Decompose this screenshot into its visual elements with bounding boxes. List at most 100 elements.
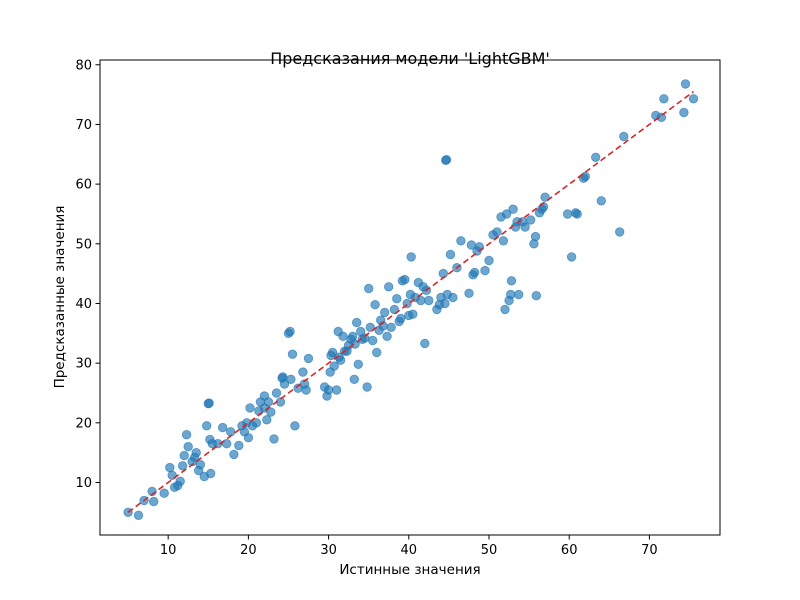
scatter-point — [531, 291, 542, 301]
x-tick-label: 10 — [160, 543, 177, 558]
scatter-point — [416, 295, 426, 306]
scatter-point — [285, 326, 295, 337]
scatter-point — [438, 268, 449, 279]
scatter-point — [441, 154, 452, 165]
scatter-point — [175, 476, 185, 487]
scatter-point — [364, 283, 374, 294]
scatter-point — [445, 249, 456, 260]
scatter-point — [484, 255, 494, 266]
scatter-point — [331, 385, 342, 395]
scatter-point — [392, 294, 402, 304]
y-axis-label: Предсказанные значения — [52, 206, 68, 389]
reference-line — [127, 90, 695, 513]
scatter-point — [440, 298, 450, 309]
scatter-point — [530, 231, 541, 242]
scatter-point — [133, 510, 144, 521]
scatter-point — [396, 313, 406, 324]
scatter-point — [243, 433, 254, 443]
y-tick-label: 30 — [75, 357, 92, 372]
scatter-point — [298, 367, 308, 377]
scatter-point — [245, 403, 255, 413]
x-axis-label: Истинные значения — [339, 562, 480, 578]
scatter-point — [338, 331, 348, 342]
scatter-point — [234, 440, 244, 451]
scatter-point — [514, 289, 524, 300]
scatter-point — [406, 252, 416, 262]
scatter-point — [251, 418, 262, 428]
scatter-point — [656, 112, 667, 123]
scatter-point — [335, 355, 346, 365]
points-layer — [123, 79, 699, 521]
scatter-point — [526, 215, 536, 225]
scatter-point — [323, 385, 334, 395]
scatter-point — [566, 252, 577, 262]
scatter-point — [225, 427, 236, 437]
scatter-point — [191, 448, 201, 458]
scatter-point — [229, 449, 239, 460]
scatter-point — [365, 322, 376, 333]
scatter-point — [349, 374, 360, 385]
scatter-point — [659, 94, 669, 104]
scatter-point — [506, 289, 516, 300]
scatter-point — [540, 192, 550, 202]
scatter-point — [148, 496, 159, 507]
scatter-point — [287, 349, 298, 359]
scatter-point — [520, 222, 530, 232]
scatter-point — [329, 361, 339, 371]
scatter-point — [263, 397, 274, 407]
scatter-point — [456, 236, 466, 246]
x-tick-label: 30 — [320, 543, 337, 558]
scatter-point — [279, 379, 290, 389]
scatter-point — [679, 107, 689, 118]
y-axis-ticks: 10 20 30 40 50 60 70 80 — [75, 58, 100, 491]
scatter-point — [271, 388, 282, 398]
scatter-point — [269, 434, 279, 444]
scatter-point — [408, 309, 418, 319]
scatter-point — [580, 171, 591, 182]
y-tick-label: 80 — [75, 58, 92, 73]
scatter-point — [572, 209, 582, 219]
scatter-point — [217, 422, 228, 433]
scatter-point — [181, 430, 192, 440]
scatter-point — [179, 450, 189, 461]
scatter-point — [266, 407, 276, 417]
y-tick-label: 70 — [75, 118, 92, 133]
x-tick-label: 60 — [561, 543, 578, 558]
scatter-point — [619, 131, 629, 142]
scatter-point — [327, 347, 338, 358]
scatter-point — [195, 459, 206, 470]
scatter-point — [221, 439, 232, 449]
scatter-point — [205, 468, 216, 479]
scatter-point — [500, 304, 510, 315]
scatter-point — [474, 242, 485, 252]
x-tick-label: 40 — [401, 543, 418, 558]
chart-title: Предсказания модели 'LightGBM' — [270, 49, 550, 68]
scatter-point — [480, 265, 490, 276]
scatter-point — [562, 209, 573, 219]
y-tick-label: 10 — [75, 476, 92, 491]
scatter-point — [615, 227, 625, 237]
scatter-point — [372, 347, 382, 358]
scatter-point — [591, 152, 601, 163]
scatter-point — [360, 333, 370, 343]
y-tick-label: 40 — [75, 297, 92, 312]
scatter-point — [177, 461, 188, 471]
scatter-point — [262, 415, 272, 425]
scatter-point — [380, 307, 390, 318]
scatter-point — [362, 382, 372, 392]
y-tick-label: 60 — [75, 178, 92, 193]
scatter-point — [688, 94, 699, 104]
scatter-point — [492, 227, 502, 237]
y-tick-label: 50 — [75, 237, 92, 252]
scatter-point — [201, 421, 212, 431]
scatter-point — [368, 335, 378, 346]
scatter-point — [353, 359, 364, 370]
scatter-point — [501, 209, 512, 219]
scatter-point — [400, 274, 410, 285]
x-axis-ticks: 10 20 30 40 50 60 70 — [160, 535, 658, 558]
scatter-point — [386, 322, 396, 333]
scatter-point — [352, 317, 362, 328]
y-tick-label: 20 — [75, 416, 92, 431]
x-tick-label: 20 — [240, 543, 257, 558]
